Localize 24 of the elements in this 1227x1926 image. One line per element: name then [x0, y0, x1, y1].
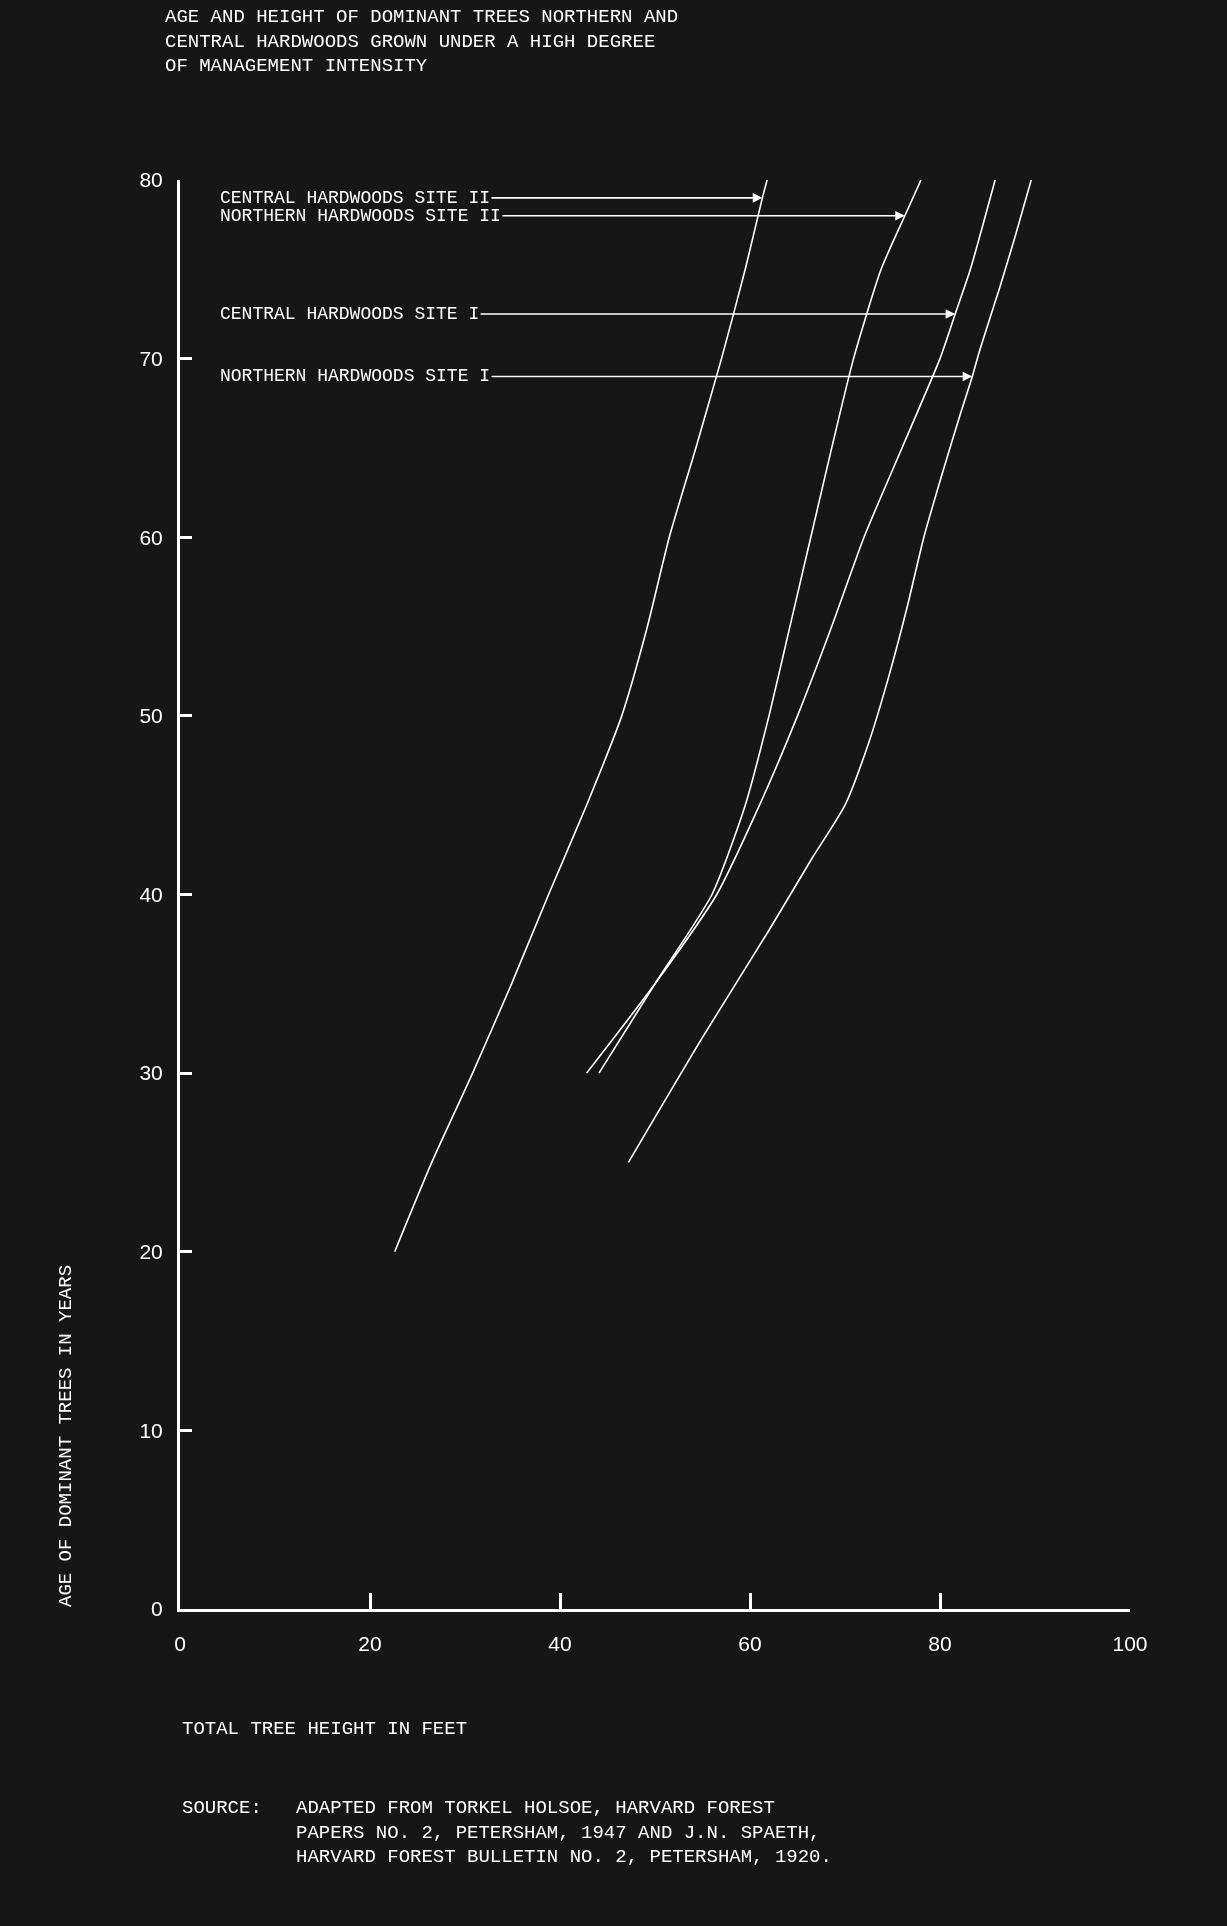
- line-series: [627, 180, 1032, 1164]
- y-tick-label: 30: [139, 1061, 163, 1085]
- x-tick-label: 40: [548, 1632, 572, 1656]
- y-tick-label: 70: [139, 346, 163, 370]
- y-tick-label: 40: [139, 882, 163, 906]
- annotation: CENTRAL HARDWOODS SITE II: [220, 188, 491, 208]
- y-tick-label: 20: [139, 1240, 163, 1264]
- chart-title: AGE AND HEIGHT OF DOMINANT TREES NORTHERN AND CENTRAL HARDWOODS GROWN UNDER A HIGH DEGREE OF MANAGEMENT INTENSITY: [165, 6, 679, 78]
- y-tick-label: 10: [139, 1418, 163, 1442]
- annotation: CENTRAL HARDWOODS SITE I: [220, 304, 480, 324]
- annotation: NORTHERN HARDWOODS SITE II: [220, 206, 501, 226]
- x-tick-label: 60: [738, 1632, 762, 1656]
- x-tick-label: 100: [1112, 1632, 1148, 1656]
- y-tick-label: 50: [139, 704, 163, 728]
- y-tick-label: 60: [139, 525, 163, 549]
- y-axis-title: AGE OF DOMINANT TREES IN YEARS: [55, 1264, 77, 1607]
- x-axis-title: TOTAL TREE HEIGHT IN FEET: [182, 1718, 468, 1740]
- x-tick-label: 20: [358, 1632, 382, 1656]
- y-tick-label: 80: [139, 168, 163, 192]
- x-tick-label: 0: [174, 1632, 186, 1656]
- y-tick-label: 0: [151, 1597, 163, 1621]
- x-tick-label: 80: [928, 1632, 952, 1656]
- source-note: SOURCE: ADAPTED FROM TORKEL HOLSOE, HARVARD FOREST PAPERS NO. 2, PETERSHAM, 1947 AND J.N. SPAETH, HARVARD FOREST BULLETIN NO. 2, PETERSHAM, 1920.: [182, 1797, 832, 1869]
- annotation: NORTHERN HARDWOODS SITE I: [220, 366, 491, 386]
